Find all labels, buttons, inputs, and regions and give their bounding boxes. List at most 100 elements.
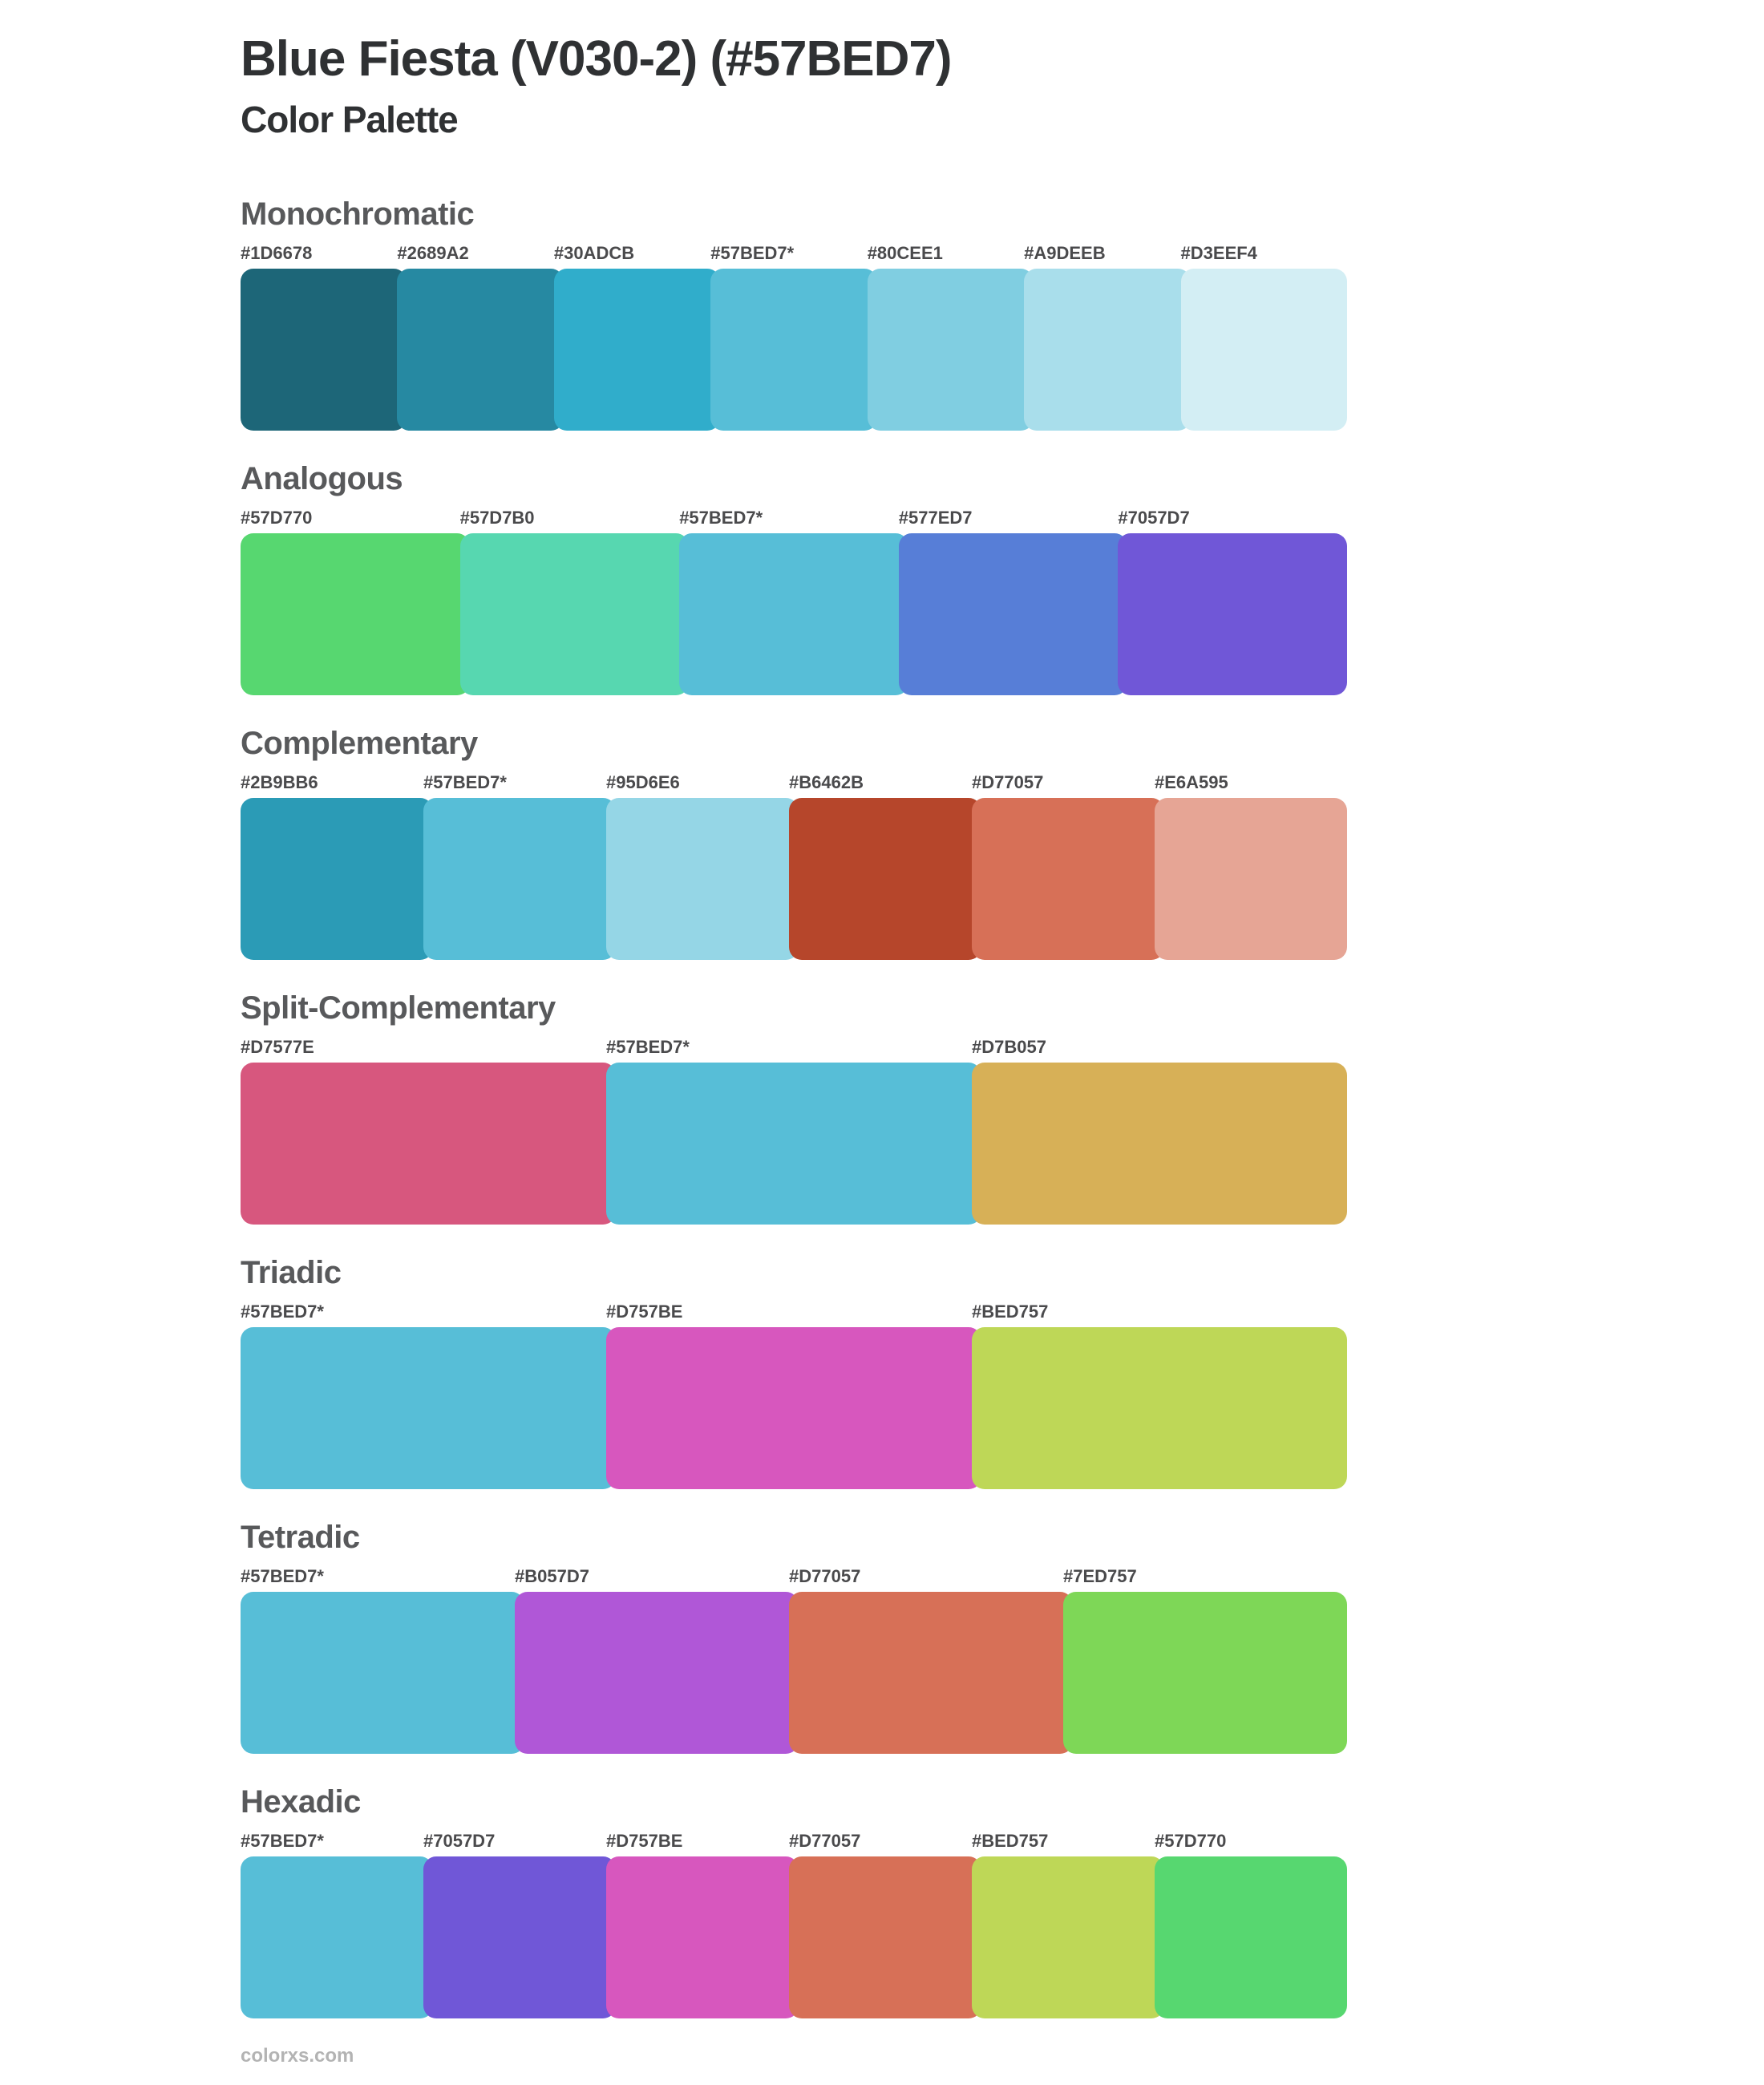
swatch-col: #95D6E6 <box>606 772 799 960</box>
swatch-col: #D7B057 <box>972 1037 1347 1225</box>
color-swatch[interactable] <box>606 797 799 960</box>
swatch-hex-label: #D77057 <box>789 1830 861 1851</box>
swatch-hex-label: #57BED7* <box>710 242 795 263</box>
color-swatch[interactable] <box>1024 268 1191 431</box>
page-header: Blue Fiesta (V030-2) (#57BED7) Color Pal… <box>241 31 1764 140</box>
color-swatch[interactable] <box>1118 532 1347 695</box>
color-swatch[interactable] <box>397 268 564 431</box>
color-swatch-base[interactable] <box>679 532 908 695</box>
color-swatch[interactable] <box>867 268 1034 431</box>
color-swatch-base[interactable] <box>241 1591 524 1754</box>
color-swatch[interactable] <box>1063 1591 1347 1754</box>
swatch-col: #D757BE <box>606 1302 981 1489</box>
color-swatch[interactable] <box>423 1856 616 2018</box>
swatch-col: #57BED7* <box>679 508 908 695</box>
palette-sections: Monochromatic #1D6678 #2689A2 #30ADCB #5… <box>241 195 1764 2018</box>
swatch-hex-label: #57D770 <box>241 507 313 528</box>
color-swatch[interactable] <box>789 1856 981 2018</box>
swatch-row: #57BED7* #B057D7 #D77057 #7ED757 <box>241 1566 1347 1754</box>
swatch-col: #D757BE <box>606 1831 799 2018</box>
swatch-hex-label: #7ED757 <box>1063 1565 1137 1586</box>
swatch-hex-label: #E6A595 <box>1155 771 1228 792</box>
swatch-col: #30ADCB <box>553 243 721 431</box>
color-swatch[interactable] <box>606 1856 799 2018</box>
swatch-hex-label: #95D6E6 <box>606 771 680 792</box>
swatch-col: #B057D7 <box>515 1566 799 1754</box>
page-title: Blue Fiesta (V030-2) (#57BED7) <box>241 31 953 87</box>
swatch-hex-label: #BED757 <box>972 1830 1049 1851</box>
section-complementary: Complementary #2B9BB6 #57BED7* #95D6E6 #… <box>241 724 1347 960</box>
swatch-col: #1D6678 <box>241 243 407 431</box>
swatch-col: #57D7B0 <box>459 507 690 695</box>
section-title: Hexadic <box>241 1783 361 1820</box>
section-title: Split-Complementary <box>241 990 556 1026</box>
section-tetradic: Tetradic #57BED7* #B057D7 #D77057 #7ED75… <box>241 1518 1347 1754</box>
swatch-row: #57BED7* #D757BE #BED757 <box>241 1302 1347 1489</box>
color-swatch[interactable] <box>606 1326 981 1489</box>
color-swatch-base[interactable] <box>606 1062 981 1225</box>
swatch-col: #57BED7* <box>423 772 616 960</box>
section-split-complementary: Split-Complementary #D7577E #57BED7* #D7… <box>241 989 1347 1225</box>
swatch-row: #2B9BB6 #57BED7* #95D6E6 #B6462B #D77057 <box>241 772 1347 960</box>
swatch-col: #7057D7 <box>423 1831 616 2018</box>
swatch-col: #57BED7* <box>710 242 877 431</box>
swatch-hex-label: #BED757 <box>972 1301 1049 1322</box>
swatch-col: #57BED7* <box>241 1831 433 2018</box>
swatch-hex-label: #57BED7* <box>241 1301 324 1322</box>
section-title: Tetradic <box>241 1519 360 1555</box>
color-swatch-base[interactable] <box>710 268 877 431</box>
swatch-hex-label: #57D7B0 <box>459 507 535 528</box>
swatch-col: #57BED7* <box>241 1302 616 1489</box>
swatch-hex-label: #57BED7* <box>679 507 763 528</box>
color-swatch[interactable] <box>789 1591 1073 1754</box>
color-swatch[interactable] <box>241 532 470 695</box>
color-swatch-base[interactable] <box>241 1326 616 1489</box>
color-swatch[interactable] <box>241 268 407 431</box>
swatch-hex-label: #577ED7 <box>898 507 973 528</box>
swatch-row: #57BED7* #7057D7 #D757BE #D77057 #BED757 <box>241 1831 1347 2018</box>
color-swatch[interactable] <box>515 1591 799 1754</box>
swatch-hex-label: #7057D7 <box>1118 507 1190 528</box>
color-swatch[interactable] <box>241 1062 616 1225</box>
swatch-col: #577ED7 <box>898 507 1128 695</box>
swatch-col: #D77057 <box>789 1831 981 2018</box>
swatch-row: #57D770 #57D7B0 #57BED7* #577ED7 #7057D7 <box>241 508 1347 695</box>
swatch-hex-label: #B057D7 <box>515 1565 589 1586</box>
color-swatch[interactable] <box>1155 797 1347 960</box>
color-swatch[interactable] <box>459 532 690 695</box>
swatch-col: #D7577E <box>241 1037 616 1225</box>
color-swatch[interactable] <box>898 532 1128 695</box>
swatch-col: #B6462B <box>789 772 981 960</box>
swatch-hex-label: #D77057 <box>789 1565 861 1586</box>
color-swatch-base[interactable] <box>241 1856 433 2018</box>
swatch-col: #57BED7* <box>241 1566 524 1754</box>
color-swatch[interactable] <box>972 1062 1347 1225</box>
swatch-hex-label: #D757BE <box>606 1830 683 1851</box>
footer-site-link[interactable]: colorxs.com <box>241 2045 354 2067</box>
swatch-hex-label: #D77057 <box>972 771 1044 792</box>
swatch-hex-label: #57BED7* <box>423 771 507 792</box>
color-swatch[interactable] <box>789 797 981 960</box>
section-hexadic: Hexadic #57BED7* #7057D7 #D757BE #D77057 <box>241 1783 1347 2018</box>
swatch-col: #D3EEF4 <box>1180 243 1347 431</box>
color-swatch[interactable] <box>1155 1856 1347 2018</box>
color-swatch-base[interactable] <box>423 797 616 960</box>
section-monochromatic: Monochromatic #1D6678 #2689A2 #30ADCB #5… <box>241 195 1347 431</box>
section-triadic: Triadic #57BED7* #D757BE #BED757 <box>241 1253 1347 1489</box>
swatch-row: #1D6678 #2689A2 #30ADCB #57BED7* #80CEE1 <box>241 243 1347 431</box>
swatch-hex-label: #57D770 <box>1155 1830 1227 1851</box>
color-swatch[interactable] <box>972 797 1164 960</box>
color-swatch[interactable] <box>241 797 433 960</box>
section-title: Monochromatic <box>241 196 475 232</box>
swatch-col: #57D770 <box>1155 1831 1347 2018</box>
color-swatch[interactable] <box>972 1856 1164 2018</box>
color-swatch[interactable] <box>553 268 721 431</box>
swatch-hex-label: #D7B057 <box>972 1036 1046 1057</box>
swatch-hex-label: #57BED7* <box>241 1565 324 1586</box>
swatch-hex-label: #2689A2 <box>397 242 469 263</box>
color-swatch[interactable] <box>972 1326 1347 1489</box>
swatch-hex-label: #57BED7* <box>606 1036 690 1057</box>
color-swatch[interactable] <box>1180 268 1347 431</box>
section-title: Complementary <box>241 725 478 761</box>
swatch-col: #BED757 <box>972 1302 1347 1489</box>
